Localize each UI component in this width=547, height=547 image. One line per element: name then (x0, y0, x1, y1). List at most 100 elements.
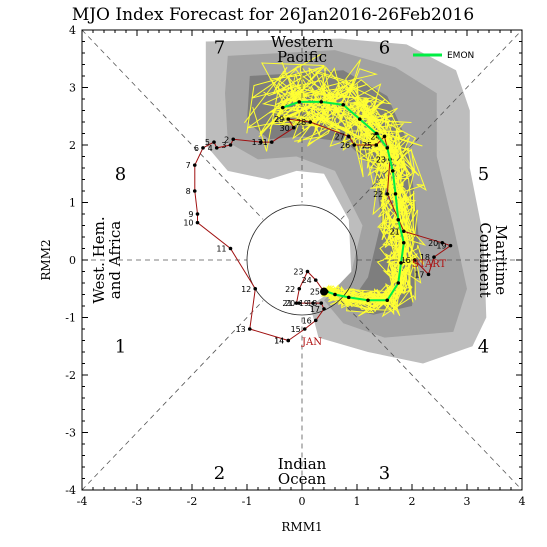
ensemble-mean-point (366, 298, 370, 303)
diagonal-guide (340, 29, 523, 220)
region-label-bottom: Ocean (278, 470, 327, 488)
observed-point (247, 327, 252, 331)
current-position-marker (320, 287, 328, 296)
y-tick-label: 1 (69, 197, 76, 210)
recent-point (322, 307, 326, 311)
observed-point (426, 272, 431, 277)
recent-point (294, 301, 299, 305)
observed-day-label: 1 (252, 138, 257, 147)
ensemble-mean-point (346, 295, 351, 300)
ensemble-mean-point (385, 298, 390, 303)
y-tick-label: -3 (65, 427, 76, 440)
observed-day-label: 7 (186, 161, 191, 170)
observed-point (228, 246, 233, 251)
region-label-left: West. Hem. (90, 216, 108, 303)
x-tick-label: -3 (132, 495, 143, 508)
observed-day-label: 10 (183, 219, 193, 228)
y-tick-label: 2 (69, 139, 76, 152)
observed-day-label: 17 (414, 270, 424, 279)
observed-day-label: 31 (258, 138, 268, 147)
y-tick-label: 4 (69, 24, 76, 37)
phase-label-5: 5 (478, 164, 489, 185)
recent-day-label: 14 (274, 337, 284, 346)
ensemble-mean-layer (280, 100, 406, 303)
x-axis-label: RMM1 (281, 520, 322, 534)
x-tick-label: -1 (242, 495, 253, 508)
recent-day-label: 24 (302, 276, 312, 285)
observed-point (382, 134, 387, 139)
recent-day-label: 17 (310, 305, 320, 314)
observed-day-label: 5 (205, 138, 210, 147)
phase-label-4: 4 (478, 336, 489, 357)
observed-day-label: 12 (241, 285, 251, 294)
observed-point (201, 146, 205, 150)
observed-day-label: 24 (370, 132, 380, 141)
observed-point (448, 243, 453, 248)
observed-day-label: 28 (296, 118, 306, 127)
ensemble-mean-point (357, 117, 362, 121)
observed-day-label: 9 (188, 210, 193, 219)
region-label-top: Pacific (277, 48, 327, 66)
observed-point (192, 163, 197, 167)
observed-day-label: 25 (362, 141, 372, 150)
phase-label-1: 1 (115, 336, 126, 357)
diagonal-guide (81, 300, 264, 491)
recent-day-label: 19 (299, 299, 309, 308)
ensemble-mean-point (297, 100, 302, 104)
recent-point (297, 301, 302, 305)
ensemble-mean-point (324, 289, 329, 294)
observed-point (228, 143, 233, 147)
ensemble-member-track (276, 61, 410, 307)
ensemble-mean-point (401, 240, 406, 245)
phase-label-2: 2 (214, 463, 225, 484)
observed-day-label: 8 (186, 187, 191, 196)
observed-point (286, 117, 291, 121)
diagonal-guide (340, 300, 523, 491)
ensemble-mean-point (341, 102, 346, 107)
observed-day-label: 30 (280, 124, 290, 133)
observed-day-label: 26 (340, 141, 350, 150)
ensemble-mean-point (396, 281, 401, 285)
observed-point (192, 189, 197, 193)
ensemble-mean-point (390, 169, 395, 173)
phase-label-8: 8 (115, 164, 126, 185)
recent-point (302, 327, 307, 331)
observed-point (432, 255, 436, 259)
observed-day-label: 4 (208, 144, 213, 153)
ensemble-mean-point (333, 292, 337, 297)
x-tick-label: 2 (409, 495, 416, 508)
x-tick-label: 1 (354, 495, 361, 508)
observed-point (269, 140, 274, 144)
observed-day-label: 29 (274, 115, 284, 124)
observed-day-label: 19 (436, 242, 446, 251)
ensemble-member-track (269, 86, 416, 310)
observed-day-label: 6 (194, 144, 199, 153)
observed-point (308, 120, 313, 124)
observed-point (253, 286, 258, 291)
observed-point (412, 258, 417, 262)
observed-point (195, 212, 200, 216)
ensemble-mean-line (282, 100, 405, 302)
observed-point (195, 220, 200, 225)
observed-day-label: 11 (216, 245, 226, 254)
region-label-bottom: Indian (278, 455, 327, 473)
x-tick-label: 0 (299, 495, 306, 508)
observed-day-label: 14 (274, 337, 284, 346)
ensemble-mean-point (319, 100, 324, 104)
phase-label-6: 6 (379, 37, 390, 58)
unit-circle (246, 204, 358, 316)
month-label: JAN (301, 337, 322, 348)
recent-point (311, 301, 315, 305)
y-tick-label: 0 (69, 254, 76, 267)
recent-point (313, 278, 318, 282)
observed-day-label: 22 (373, 190, 383, 199)
text-layer: MJO Index Forecast for 26Jan2016-26Feb20… (39, 5, 510, 534)
recent-point (297, 286, 302, 291)
observed-point (258, 140, 263, 144)
observed-day-label: 20 (428, 239, 438, 248)
recent-point (286, 338, 291, 343)
phase-label-7: 7 (214, 37, 225, 58)
chart-title: MJO Index Forecast for 26Jan2016-26Feb20… (72, 5, 474, 25)
observed-day-label: 2 (224, 135, 229, 144)
